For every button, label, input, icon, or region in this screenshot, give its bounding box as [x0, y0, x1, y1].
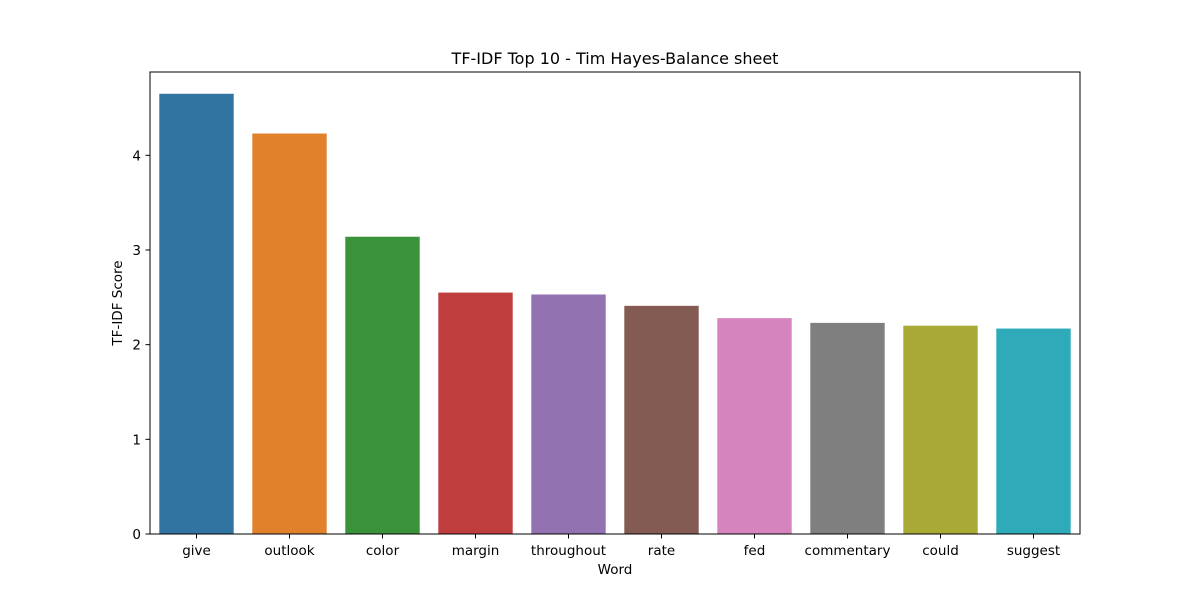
bar-throughout — [531, 294, 606, 534]
x-tick-label: fed — [744, 543, 766, 559]
bar-margin — [438, 292, 513, 534]
x-tick-label: outlook — [264, 543, 314, 559]
x-tick-label: color — [366, 543, 400, 559]
plot-area-frame — [149, 71, 1081, 535]
bar-fed — [717, 318, 792, 534]
x-axis-title: Word — [598, 562, 633, 578]
x-tick-label: could — [922, 543, 959, 559]
bar-commentary — [810, 322, 885, 534]
bars-group — [159, 93, 1071, 535]
x-tick-label: give — [182, 543, 211, 559]
y-tick-label: 3 — [132, 243, 141, 259]
x-axis-ticks: give outlook color margin throughout rate fed c… — [182, 534, 1060, 559]
x-tick-label: commentary — [805, 543, 891, 559]
y-tick-label: 1 — [132, 432, 141, 448]
y-axis-ticks: 0 1 2 3 4 — [132, 148, 150, 543]
bar-suggest — [996, 328, 1071, 534]
y-tick-label: 2 — [132, 338, 141, 354]
y-tick-label: 4 — [132, 148, 141, 164]
chart-title: TF-IDF Top 10 - Tim Hayes-Balance sheet — [451, 49, 779, 68]
y-tick-label: 0 — [132, 527, 141, 543]
bar-could — [903, 325, 978, 534]
bar-rate — [624, 305, 699, 534]
x-tick-label: rate — [648, 543, 675, 559]
x-tick-label: margin — [452, 543, 500, 559]
x-tick-label: suggest — [1007, 543, 1060, 559]
bar-color — [345, 236, 420, 535]
x-tick-label: throughout — [531, 543, 606, 559]
bar-outlook — [252, 133, 327, 535]
y-axis-title: TF-IDF Score — [110, 260, 126, 346]
bar-give — [159, 93, 234, 535]
